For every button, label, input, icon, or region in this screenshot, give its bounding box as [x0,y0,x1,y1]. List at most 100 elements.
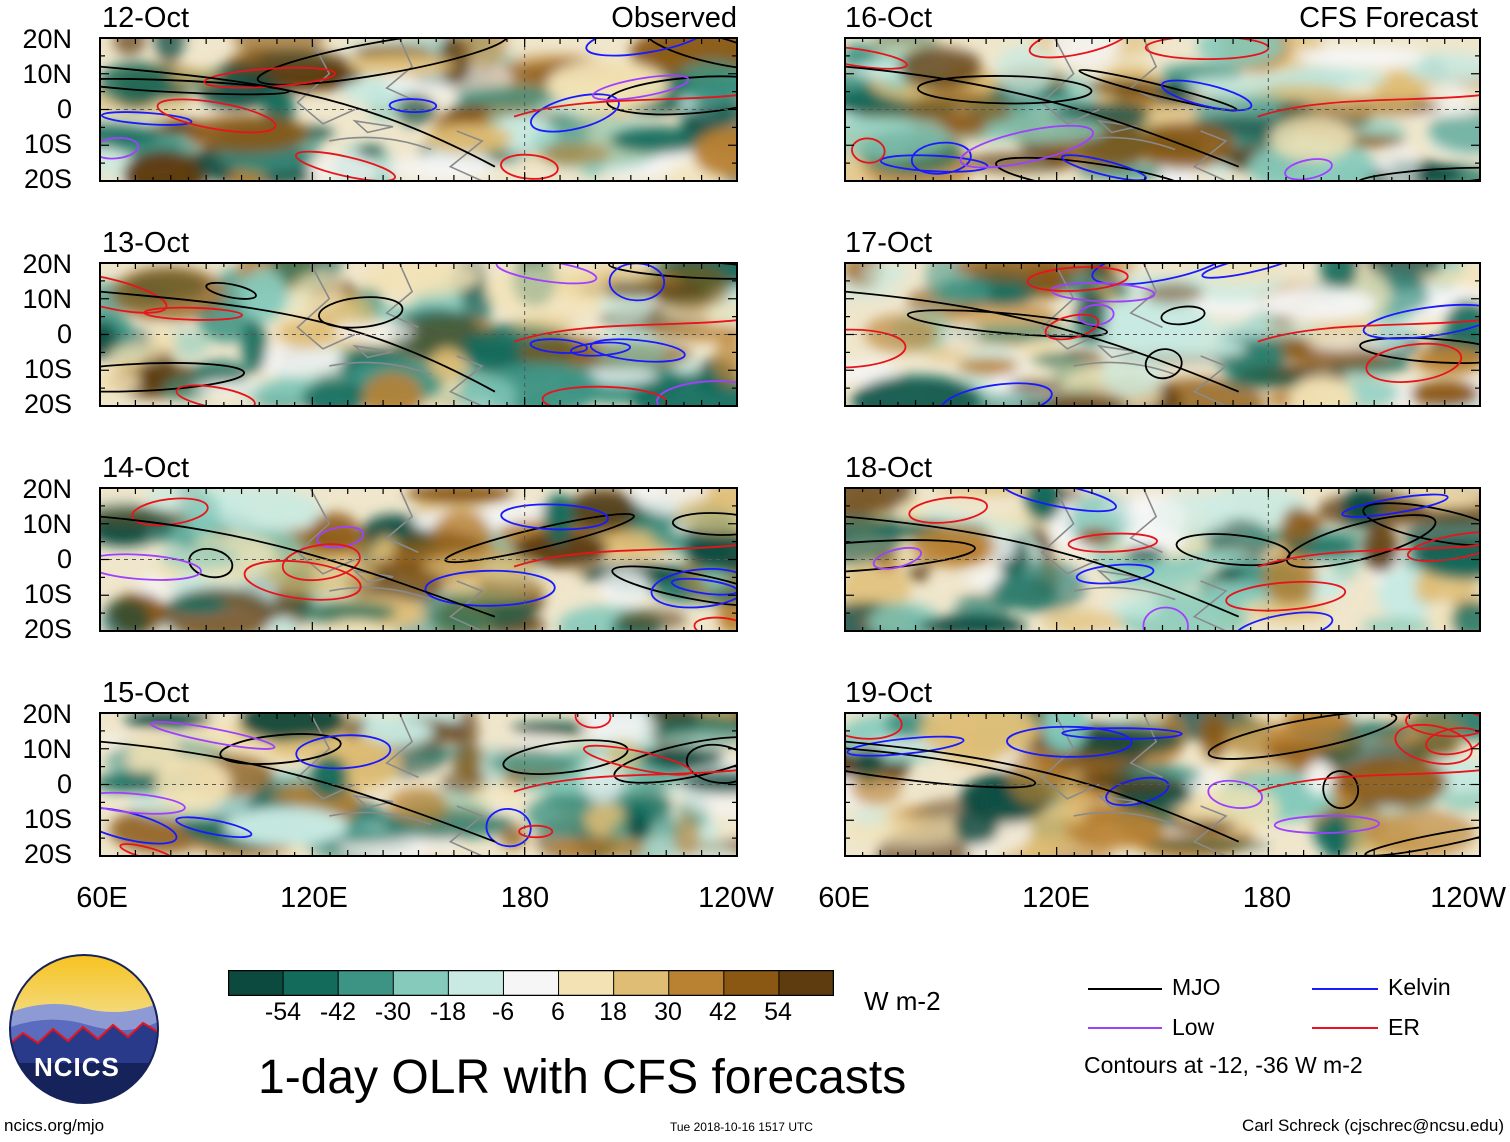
mjo-contour [608,263,737,280]
kelvin-contour [388,98,438,114]
olr-anomaly-blob [1320,263,1359,291]
wave-contours [100,38,737,181]
colorbar-tick-label: -54 [264,998,302,1026]
wave-contours [100,263,737,406]
olr-anomaly-blob [1265,68,1388,89]
olr-anomaly-blob [539,143,611,166]
er-contour [513,94,737,118]
kelvin-contour [1160,79,1253,112]
er-contour [582,744,693,776]
coastline [1129,488,1163,554]
olr-anomaly-blob [1187,321,1319,339]
mjo-contour [100,65,496,168]
olr-anomaly-blob [425,123,513,153]
panel-date-label: 16-Oct [845,2,933,34]
olr-anomaly-blob [513,531,609,568]
kelvin-contour [1362,303,1480,340]
olr-anomaly-blob [635,746,725,770]
olr-anomaly-blob [1406,52,1480,85]
er-contour [851,137,886,164]
map-panel-19-oct [844,712,1481,857]
olr-anomaly-blob [911,524,995,568]
coastline [448,805,484,856]
coastlines [296,38,484,181]
olr-anomaly-blob [123,150,203,181]
olr-anomaly-blob [1262,551,1317,606]
olr-field [845,488,1480,631]
panel-date-label: 17-Oct [845,227,933,259]
colorbar-swatch [668,970,725,996]
panel-date-label: 14-Oct [102,452,190,484]
kelvin-contour [295,734,392,770]
low-contour [1207,779,1263,809]
er-contour [518,824,554,839]
olr-anomaly-blob [1200,714,1228,762]
kelvin-contour [175,816,253,839]
kelvin-contour [910,141,972,175]
olr-anomaly-blob [1425,82,1467,106]
olr-field [845,38,1480,181]
mjo-contour [1207,713,1398,760]
coastline [1073,811,1176,826]
contour-note: Contours at -12, -36 W m-2 [1084,1052,1363,1078]
kelvin-contour [879,154,989,173]
olr-anomaly-blob [167,594,229,612]
cfs-forecast-label: CFS Forecast [1299,2,1478,34]
y-tick-label: 0 [56,94,72,124]
olr-anomaly-blob [1409,380,1480,406]
coastline [329,586,432,601]
olr-anomaly-blob [983,116,1107,144]
olr-anomaly-blob [958,357,1019,376]
olr-anomaly-blob [1143,282,1204,305]
legend-line-mjo [1088,988,1162,990]
axis-ticks [844,37,1481,182]
er-contour [513,544,737,568]
y-tick-label: 0 [56,319,72,349]
olr-anomaly-blob [471,782,520,807]
y-tick-label: 20S [23,389,72,419]
wave-contours [100,713,737,856]
coastline [1129,713,1163,779]
olr-field [100,263,737,406]
olr-anomaly-blob [548,837,647,856]
olr-anomaly-blob [989,575,1059,611]
olr-anomaly-blob [673,813,701,856]
y-tick-label: 10N [22,734,72,764]
map-panel-16-oct [844,37,1481,182]
olr-anomaly-blob [162,587,276,631]
y-tick-label: 20S [23,614,72,644]
x-tick-label: 60E [76,882,128,914]
low-contour [100,136,140,160]
olr-anomaly-blob [569,488,638,535]
colorbar-swatch [338,970,394,996]
olr-anomaly-blob [1065,809,1165,849]
olr-anomaly-blob [598,569,650,607]
coastline [385,713,419,779]
olr-anomaly-blob [852,807,889,827]
coastlines [296,263,484,406]
mjo-contour [100,740,496,843]
colorbar-tick-label: 18 [599,998,627,1026]
olr-field [845,713,1480,856]
olr-anomaly-blob [410,746,470,759]
y-tick-label: 10N [22,509,72,539]
low-contour [1142,606,1189,631]
olr-anomaly-blob [864,314,939,353]
olr-anomaly-blob [1341,488,1383,527]
olr-anomaly-blob [357,145,385,158]
olr-anomaly-blob [405,488,514,504]
olr-anomaly-blob [845,115,951,160]
olr-anomaly-blob [1270,116,1354,161]
x-tick-label: 120E [280,882,348,914]
x-tick-label: 120W [698,882,774,914]
kelvin-contour [1201,263,1298,279]
colorbar-tick-label: -30 [374,998,412,1026]
kelvin-contour [1075,563,1155,585]
coastline [329,136,432,151]
y-tick-label: 20S [23,839,72,869]
olr-anomaly-blob [1295,47,1425,67]
olr-anomaly-blob [295,601,398,624]
map-panel-13-oct [99,262,738,407]
panel-date-label: 19-Oct [845,677,933,709]
footer-left-link[interactable]: ncics.org/mjo [4,1116,105,1135]
